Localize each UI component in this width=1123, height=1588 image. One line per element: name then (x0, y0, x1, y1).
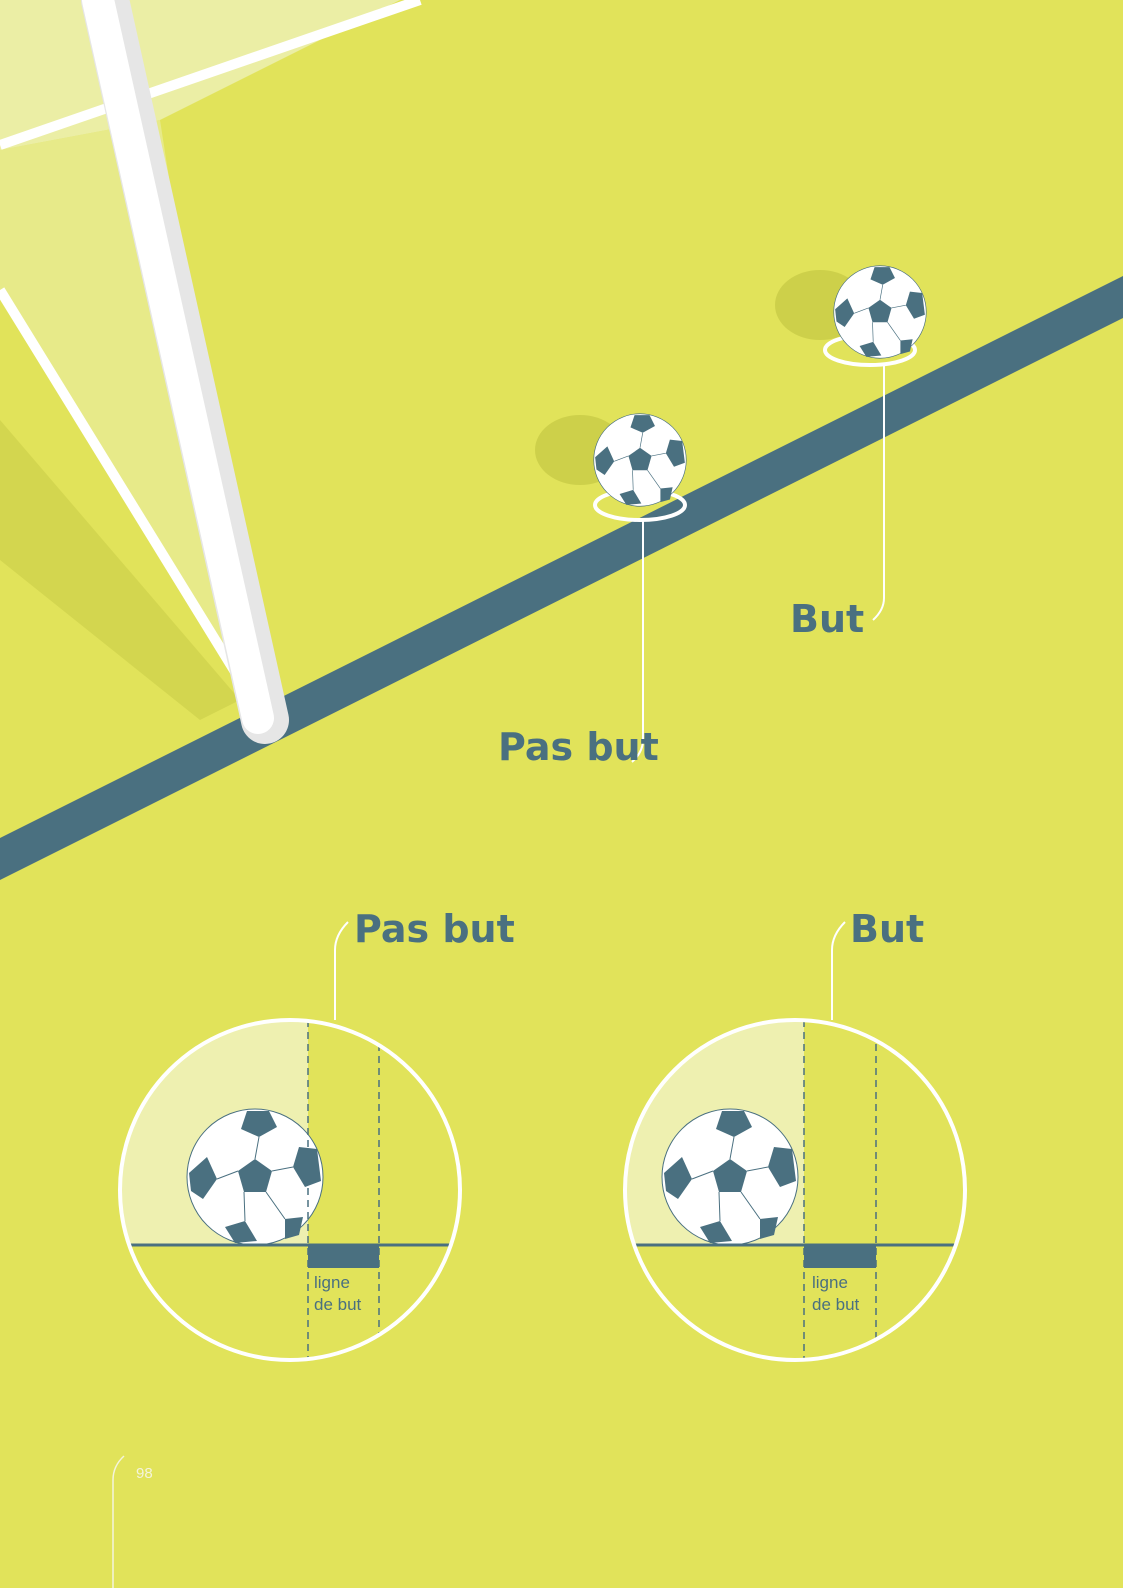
page-rule (113, 1456, 124, 1588)
line-label: ligne (812, 1273, 848, 1292)
page: Pas but But Pas but ligne de but But (0, 0, 1123, 1588)
scene-label: Pas but (498, 725, 659, 769)
scene: Pas but But (0, 0, 1123, 880)
line-label: ligne (314, 1273, 350, 1292)
line-label: de but (812, 1295, 860, 1314)
diagram-title: But (850, 907, 924, 951)
diagram: But ligne de but (600, 907, 970, 1360)
line-label: de but (314, 1295, 362, 1314)
scene-label: But (790, 597, 864, 641)
diagram: Pas but ligne de but (100, 907, 515, 1360)
page-number: 98 (136, 1465, 153, 1482)
diagram-title: Pas but (354, 907, 515, 951)
